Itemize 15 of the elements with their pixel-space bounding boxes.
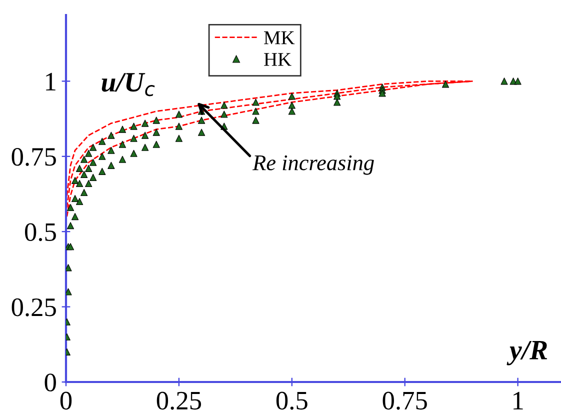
x-tick-label: 0 — [60, 392, 72, 410]
legend-label: MK — [264, 31, 295, 44]
x-tick-label: 0.5 — [276, 392, 308, 410]
x-tick-label: 0.25 — [156, 392, 202, 410]
legend-label: HK — [264, 53, 292, 66]
y-tick-label: 1 — [46, 72, 56, 90]
x-tick-label: 0.75 — [382, 392, 427, 410]
x-axis-title: y/R — [506, 340, 548, 366]
y-tick-label: 0.5 — [24, 223, 56, 242]
y-tick-label: 0.75 — [12, 148, 56, 166]
annotation: Re increasing — [252, 155, 374, 175]
x-tick-label: 1 — [514, 392, 523, 410]
y-tick-label: 0 — [44, 374, 56, 392]
y-tick-label: 0.25 — [12, 298, 56, 316]
y-axis-title: u/U$_{c}$ — [102, 73, 155, 96]
